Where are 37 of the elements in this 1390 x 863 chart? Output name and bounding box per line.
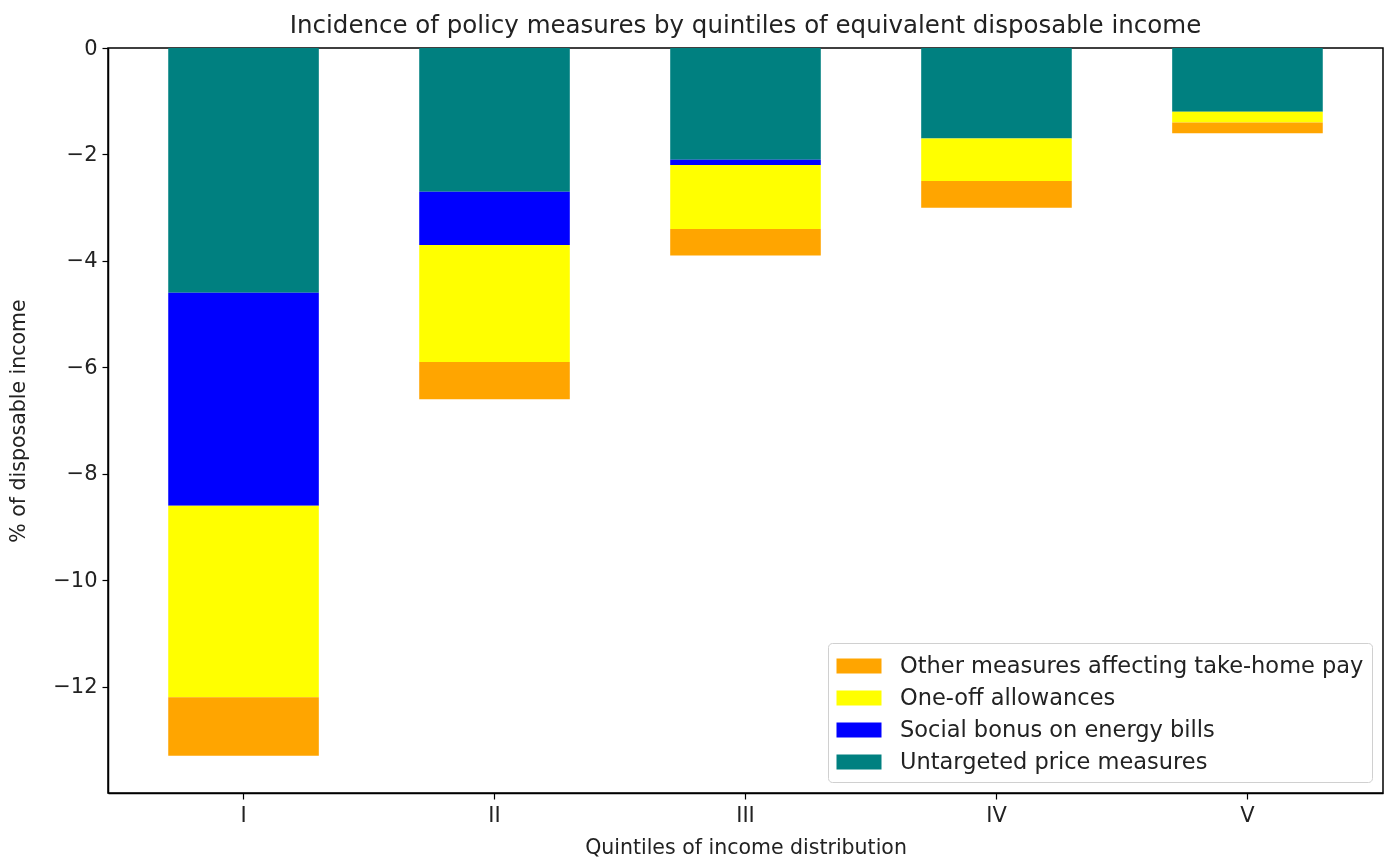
y-tick-label: 0: [84, 35, 98, 60]
bar: [1172, 122, 1323, 134]
bar: [1172, 48, 1323, 112]
bar: [670, 228, 821, 256]
bar: [921, 181, 1072, 208]
legend-label: One-off allowances: [900, 684, 1116, 710]
bar: [168, 505, 319, 698]
bar: [419, 48, 570, 192]
x-tick-label: I: [240, 802, 247, 827]
y-axis-title: % of disposable income: [6, 299, 31, 543]
y-tick-label: −12: [53, 674, 98, 699]
x-tick-label: IV: [986, 802, 1008, 827]
bar: [1172, 111, 1323, 123]
bar: [168, 292, 319, 506]
y-tick-label: −4: [66, 248, 98, 273]
legend-label: Untargeted price measures: [900, 748, 1208, 774]
bar: [670, 159, 821, 166]
y-tick-label: −10: [53, 567, 98, 592]
x-tick-label: III: [736, 802, 755, 827]
bar: [168, 697, 319, 756]
x-axis-title: Quintiles of income distribution: [585, 834, 907, 859]
bar: [419, 244, 570, 362]
y-tick-label: −2: [66, 141, 98, 166]
legend-label: Other measures affecting take-home pay: [900, 652, 1364, 678]
y-tick-label: −6: [66, 354, 98, 379]
bar: [670, 165, 821, 229]
bar: [168, 48, 319, 293]
y-tick-label: −8: [66, 461, 98, 486]
bar: [670, 48, 821, 160]
bar: [419, 361, 570, 400]
chart-title: Incidence of policy measures by quintiles of equivalent disposable income: [289, 9, 1202, 39]
x-tick-label: V: [1240, 802, 1256, 827]
bar: [921, 48, 1072, 139]
x-tick-label: II: [488, 802, 501, 827]
bar: [921, 138, 1072, 182]
bar: [419, 191, 570, 245]
legend-label: Social bonus on energy bills: [900, 716, 1215, 742]
